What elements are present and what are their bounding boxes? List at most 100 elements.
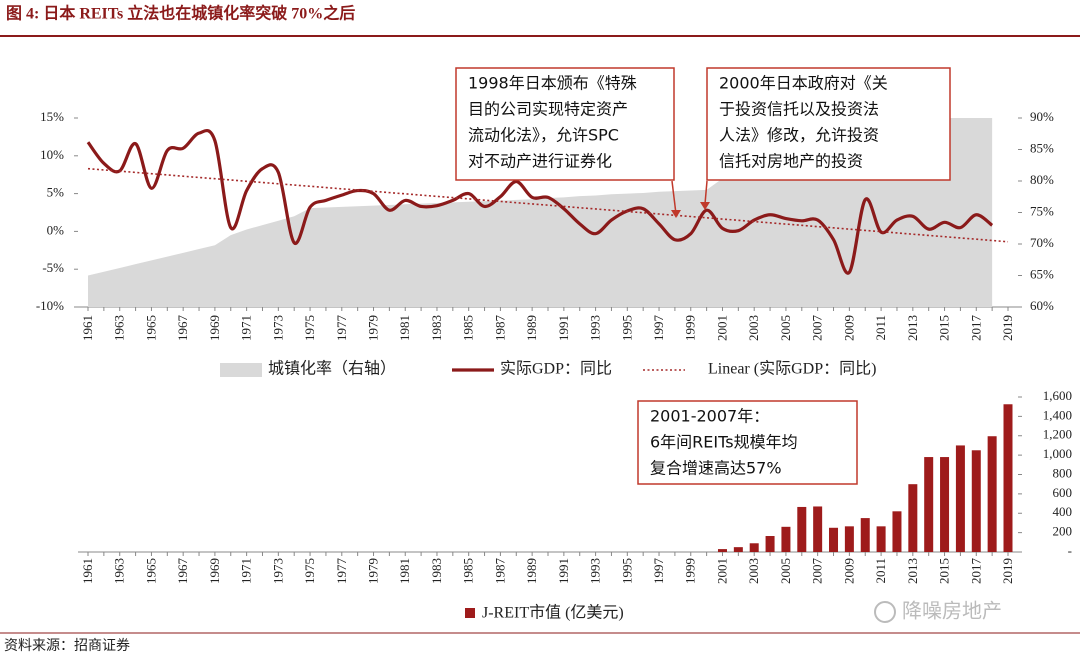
bar bbox=[829, 527, 839, 552]
x-tick-label: 2009 bbox=[841, 558, 856, 584]
y2-tick-label: 90% bbox=[1030, 109, 1054, 124]
x-tick-label: 2005 bbox=[778, 315, 793, 341]
x-tick-label: 1995 bbox=[619, 558, 634, 584]
x-tick-label: 1981 bbox=[397, 315, 412, 341]
x-tick-label: 1971 bbox=[239, 315, 254, 341]
x-tick-label: 1999 bbox=[683, 558, 698, 584]
x-tick-label: 1979 bbox=[366, 315, 381, 341]
x-tick-label: 2001 bbox=[714, 558, 729, 584]
x-tick-label: 1999 bbox=[683, 315, 698, 341]
x-tick-label: 2019 bbox=[1000, 558, 1015, 584]
y-tick-label: 200 bbox=[1053, 524, 1073, 539]
x-tick-label: 2003 bbox=[746, 558, 761, 584]
x-tick-label: 1973 bbox=[270, 558, 285, 584]
y2-tick-label: 80% bbox=[1030, 172, 1054, 187]
x-tick-label: 2003 bbox=[746, 315, 761, 341]
x-tick-label: 1963 bbox=[112, 315, 127, 341]
bar bbox=[1003, 404, 1013, 552]
x-tick-label: 1987 bbox=[492, 315, 507, 342]
x-tick-label: 1981 bbox=[397, 558, 412, 584]
y2-tick-label: 75% bbox=[1030, 203, 1054, 218]
legend-swatch bbox=[220, 363, 262, 377]
x-tick-label: 2011 bbox=[873, 315, 888, 341]
y2-tick-label: 85% bbox=[1030, 140, 1054, 155]
x-tick-label: 2017 bbox=[968, 558, 983, 585]
x-tick-label: 2015 bbox=[937, 558, 952, 584]
legend-label: 实际GDP：同比 bbox=[500, 360, 612, 378]
bar bbox=[892, 511, 902, 552]
y2-tick-label: 65% bbox=[1030, 266, 1054, 281]
bar bbox=[955, 445, 965, 552]
bar bbox=[876, 526, 886, 552]
line bbox=[86, 128, 994, 275]
annotation-box bbox=[637, 400, 858, 485]
x-tick-label: 2015 bbox=[937, 315, 952, 341]
x-tick-label: 2019 bbox=[1000, 315, 1015, 341]
x-tick-label: 2009 bbox=[841, 315, 856, 341]
annotation-text: 2001-2007年： bbox=[650, 407, 769, 426]
x-tick-label: 1983 bbox=[429, 558, 444, 584]
y-tick-label: 1,000 bbox=[1043, 446, 1072, 461]
x-tick-label: 2001 bbox=[714, 315, 729, 341]
x-tick-label: 1989 bbox=[524, 558, 539, 584]
annotation-text: 对不动产进行证券化 bbox=[468, 152, 612, 171]
annotation-arrowhead bbox=[671, 210, 681, 218]
y-tick-label: 1,600 bbox=[1043, 388, 1072, 403]
x-tick-label: 1969 bbox=[207, 558, 222, 584]
x-tick-label: 1989 bbox=[524, 315, 539, 341]
y-tick-label: 1,400 bbox=[1043, 407, 1072, 422]
bar bbox=[987, 436, 997, 552]
x-tick-label: 1975 bbox=[302, 558, 317, 584]
x-tick-label: 1969 bbox=[207, 315, 222, 341]
annotation-text: 流动化法》，允许SPC bbox=[468, 126, 619, 145]
x-tick-label: 1983 bbox=[429, 315, 444, 341]
y-tick-label: 400 bbox=[1053, 504, 1073, 519]
x-tick-label: 1997 bbox=[651, 315, 666, 342]
x-tick-label: 1985 bbox=[461, 315, 476, 341]
bar bbox=[844, 526, 854, 552]
annotation-arrow bbox=[671, 180, 677, 215]
bar bbox=[765, 536, 775, 552]
x-tick-label: 1997 bbox=[651, 558, 666, 585]
y-tick-label: 1,200 bbox=[1043, 427, 1072, 442]
x-tick-label: 2011 bbox=[873, 558, 888, 584]
annotation-text: 复合增速高达57% bbox=[650, 459, 782, 478]
y-tick-label: -5% bbox=[42, 260, 64, 275]
annotation-text: 6年间REITs规模年均 bbox=[650, 433, 798, 452]
annotation-text: 目的公司实现特定资产 bbox=[468, 100, 628, 119]
x-tick-label: 2013 bbox=[905, 315, 920, 341]
x-tick-label: 1961 bbox=[80, 315, 95, 341]
bar bbox=[733, 547, 743, 552]
trend-line bbox=[87, 167, 1009, 243]
x-tick-label: 1965 bbox=[143, 558, 158, 584]
annotation-text: 人法》修改，允许投资 bbox=[719, 126, 879, 145]
annotation-text: 2000年日本政府对《关 bbox=[719, 74, 888, 93]
watermark-icon bbox=[874, 601, 896, 623]
legend-label: Linear (实际GDP：同比) bbox=[708, 360, 876, 378]
source: 资料来源：招商证券 bbox=[4, 638, 130, 654]
annotation-text: 于投资信托以及投资法 bbox=[719, 100, 879, 119]
bar bbox=[924, 457, 934, 552]
title: 图 4: 日本 REITs 立法也在城镇化率突破 70%之后 bbox=[6, 4, 355, 23]
x-tick-label: 2017 bbox=[968, 315, 983, 342]
bar bbox=[908, 484, 918, 552]
y2-tick-label: 60% bbox=[1030, 298, 1054, 313]
y-tick-label: 5% bbox=[47, 185, 65, 200]
annotation-box bbox=[455, 67, 675, 181]
y-tick-label: 600 bbox=[1053, 485, 1073, 500]
x-tick-label: 1971 bbox=[239, 558, 254, 584]
x-tick-label: 1973 bbox=[270, 315, 285, 341]
bar bbox=[813, 506, 823, 552]
x-tick-label: 1993 bbox=[588, 558, 603, 584]
x-tick-label: 2007 bbox=[810, 315, 825, 342]
watermark: 降噪房地产 bbox=[902, 599, 1002, 623]
annotation-arrowhead bbox=[700, 202, 710, 210]
y-tick-label: - bbox=[1068, 543, 1072, 558]
bar bbox=[860, 518, 870, 552]
annotation-arrow bbox=[704, 180, 708, 205]
y-tick-label: 800 bbox=[1053, 465, 1073, 480]
x-tick-label: 1967 bbox=[175, 315, 190, 342]
x-tick-label: 1977 bbox=[334, 315, 349, 342]
x-tick-label: 1985 bbox=[461, 558, 476, 584]
x-tick-label: 1993 bbox=[588, 315, 603, 341]
